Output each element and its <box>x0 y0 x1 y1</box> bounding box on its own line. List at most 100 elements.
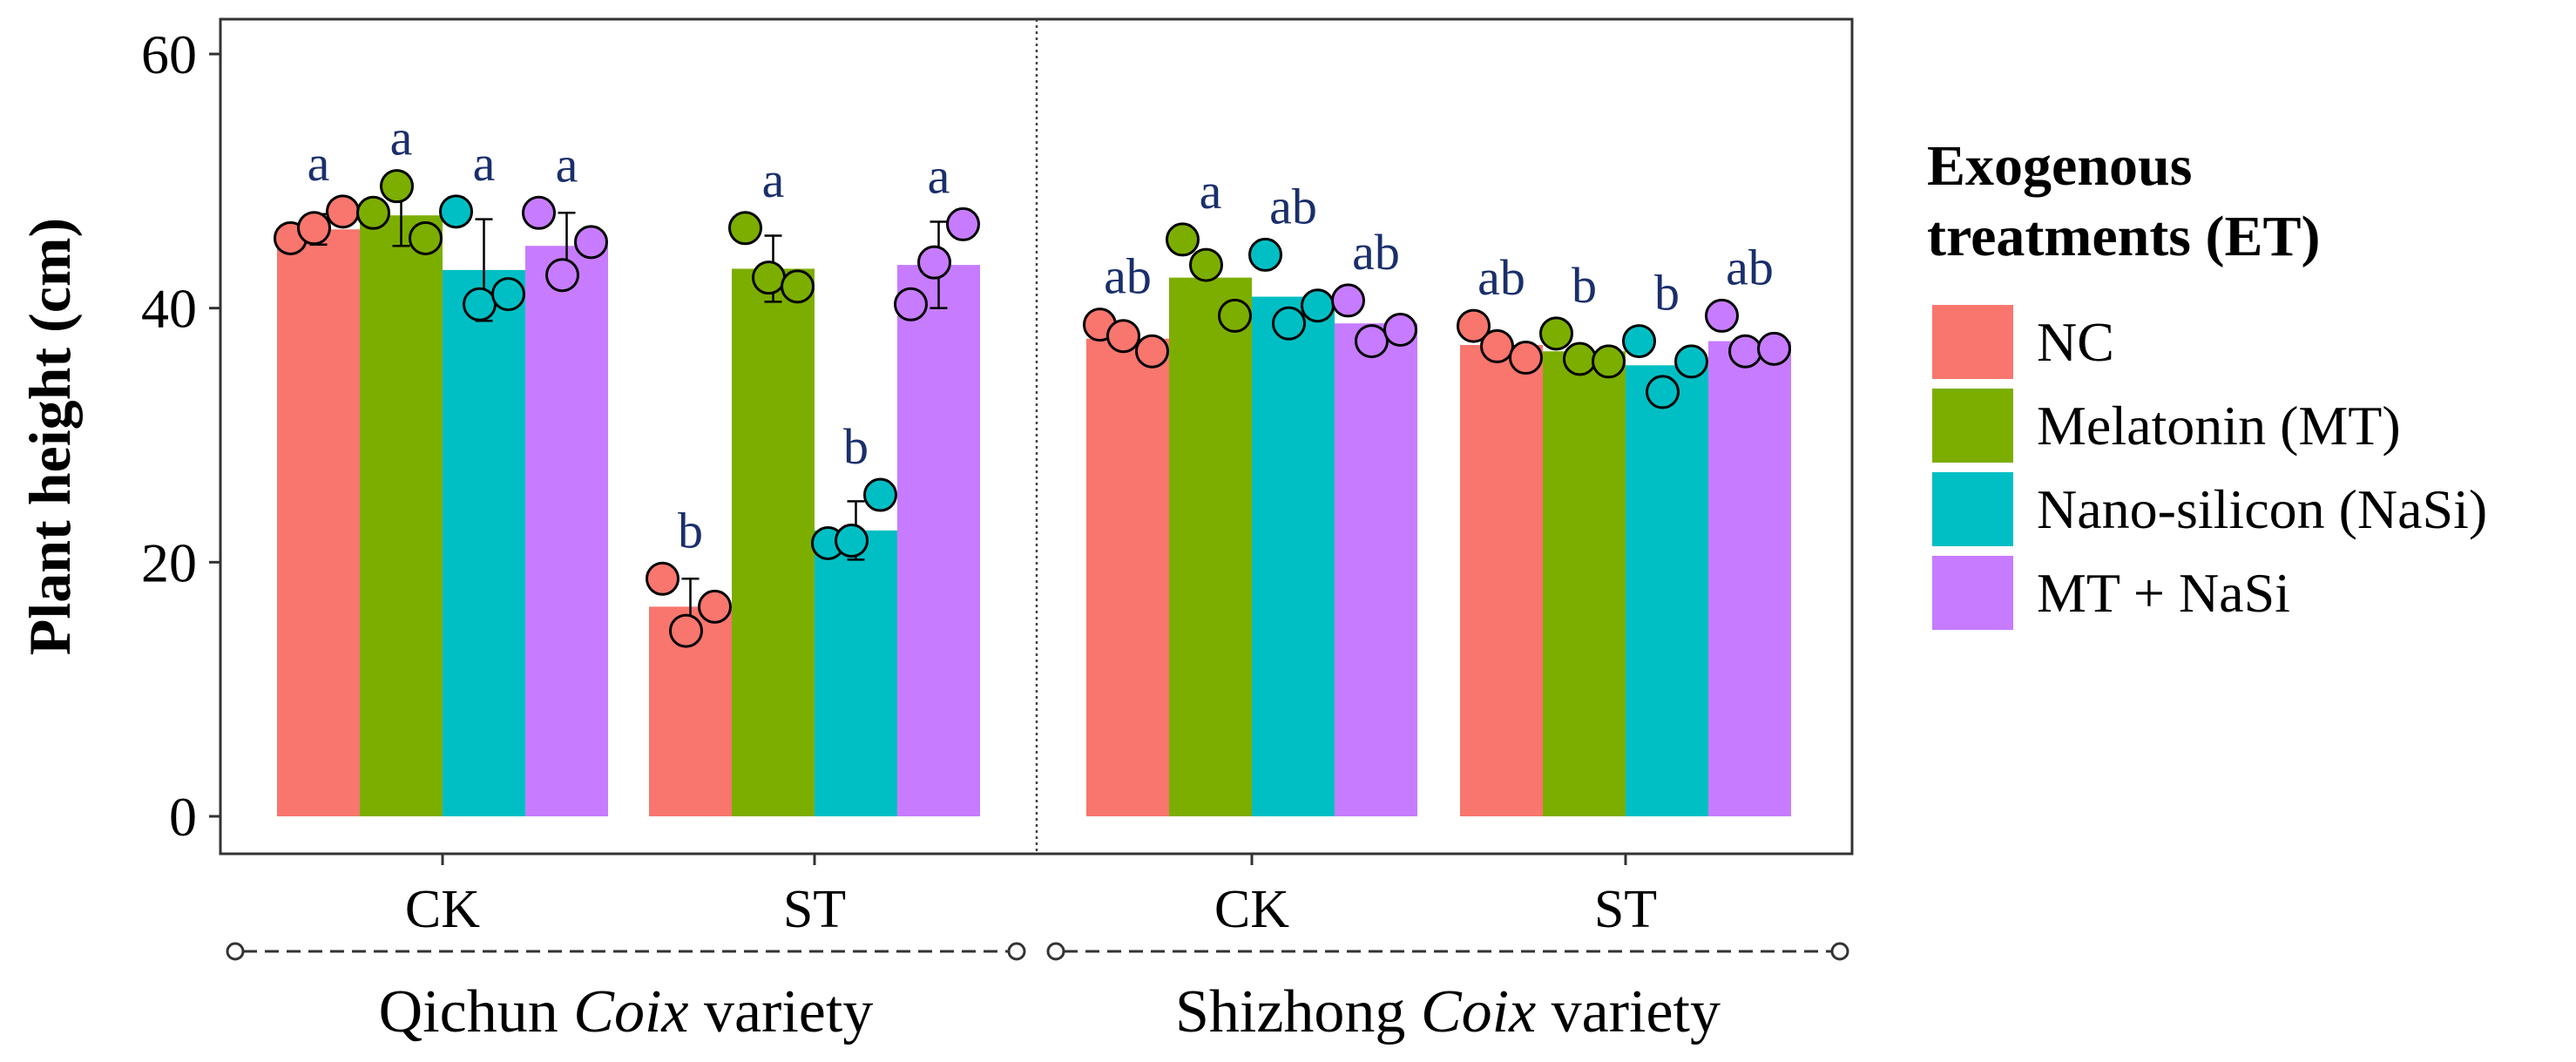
data-point <box>1592 344 1626 379</box>
significance-label: a <box>928 147 950 204</box>
data-point <box>1480 328 1514 363</box>
data-point <box>356 195 390 230</box>
data-point <box>1757 331 1791 366</box>
data-point <box>894 287 928 321</box>
data-point <box>326 194 360 229</box>
bracket-end <box>1046 942 1065 961</box>
variety-label: Qichun Coix variety <box>379 978 874 1045</box>
x-category-label: CK <box>1214 880 1289 939</box>
data-point <box>669 613 703 648</box>
data-point <box>409 220 443 255</box>
significance-label: ab <box>1726 239 1774 295</box>
bar <box>1543 351 1626 816</box>
data-point <box>1218 298 1252 333</box>
data-point <box>1539 316 1573 351</box>
bar <box>1335 323 1417 817</box>
significance-label: a <box>473 135 496 192</box>
y-axis: 0 20 40 60 <box>141 24 220 848</box>
bar <box>1626 365 1708 817</box>
y-tick-label: 0 <box>169 786 197 848</box>
legend-key <box>1932 305 2013 379</box>
data-point <box>1355 324 1389 359</box>
significance-label: ab <box>1269 178 1317 234</box>
data-point <box>698 589 732 624</box>
bracket-end <box>226 942 245 961</box>
data-point <box>1331 283 1365 318</box>
data-point <box>1166 222 1200 257</box>
x-category-label: ST <box>783 880 846 939</box>
legend-title-line2: treatments (ET) <box>1927 205 2321 268</box>
x-axis: CK ST CK ST Qichun Coix variety Shizhong Coix… <box>226 854 1849 1045</box>
x-category-label: ST <box>1594 880 1657 939</box>
bar <box>525 246 608 816</box>
bracket-end <box>1830 942 1849 961</box>
legend-title-line1: Exogenous <box>1927 134 2192 198</box>
data-point <box>1563 342 1597 376</box>
points-layer <box>274 169 1791 648</box>
bar <box>815 530 897 816</box>
bar <box>360 215 443 817</box>
data-point <box>1646 375 1680 409</box>
data-point <box>917 245 951 280</box>
data-point <box>728 211 762 246</box>
data-point <box>1383 312 1417 347</box>
data-point <box>1622 324 1656 359</box>
bracket-end <box>1007 942 1026 961</box>
data-point <box>1135 334 1169 369</box>
data-point <box>1248 237 1282 272</box>
significance-label: ab <box>1352 224 1400 281</box>
data-point <box>1301 288 1335 323</box>
data-point <box>781 269 815 304</box>
data-point <box>491 277 525 312</box>
legend-label: Nano-silicon (NaSi) <box>2037 478 2487 540</box>
significance-label: b <box>1572 257 1597 314</box>
significance-label: a <box>762 152 785 208</box>
data-point <box>1705 298 1739 333</box>
x-category-label: CK <box>405 880 480 939</box>
data-point <box>522 195 556 230</box>
legend-key <box>1932 389 2013 463</box>
legend-label: MT + NaSi <box>2037 562 2290 624</box>
data-point <box>1272 306 1306 341</box>
bar <box>1086 338 1169 817</box>
data-point <box>835 524 869 558</box>
data-point <box>439 194 473 229</box>
significance-label: ab <box>1477 249 1525 306</box>
data-point <box>1728 334 1762 369</box>
legend-label: NC <box>2037 311 2114 373</box>
significance-label: a <box>556 136 578 193</box>
data-point <box>380 169 414 204</box>
significance-label: ab <box>1104 248 1152 305</box>
bar <box>1169 277 1252 817</box>
significance-label: a <box>390 110 413 166</box>
bar <box>277 229 360 816</box>
data-point <box>752 260 786 295</box>
data-point <box>297 211 331 246</box>
data-point <box>574 225 608 260</box>
data-point <box>545 258 579 293</box>
significance-label: a <box>308 135 330 192</box>
bar <box>443 269 525 817</box>
y-tick-label: 20 <box>141 531 197 593</box>
data-point <box>863 477 897 512</box>
data-point <box>1509 341 1543 375</box>
variety-label: Shizhong Coix variety <box>1175 978 1721 1045</box>
bars-layer <box>277 215 1791 817</box>
legend-key <box>1932 556 2013 630</box>
significance-label: b <box>843 418 869 475</box>
bar <box>1708 341 1791 816</box>
y-tick-label: 60 <box>141 24 197 85</box>
data-point <box>646 561 679 596</box>
data-point <box>946 206 980 241</box>
significance-label: b <box>1654 265 1680 321</box>
legend-label: Melatonin (MT) <box>2037 395 2401 457</box>
bar <box>1460 344 1543 816</box>
legend-key <box>1932 472 2013 546</box>
significance-label: b <box>678 502 703 558</box>
significance-label: a <box>1200 163 1222 220</box>
data-point <box>1189 247 1223 282</box>
data-point <box>1106 319 1140 354</box>
data-point <box>1457 308 1491 343</box>
